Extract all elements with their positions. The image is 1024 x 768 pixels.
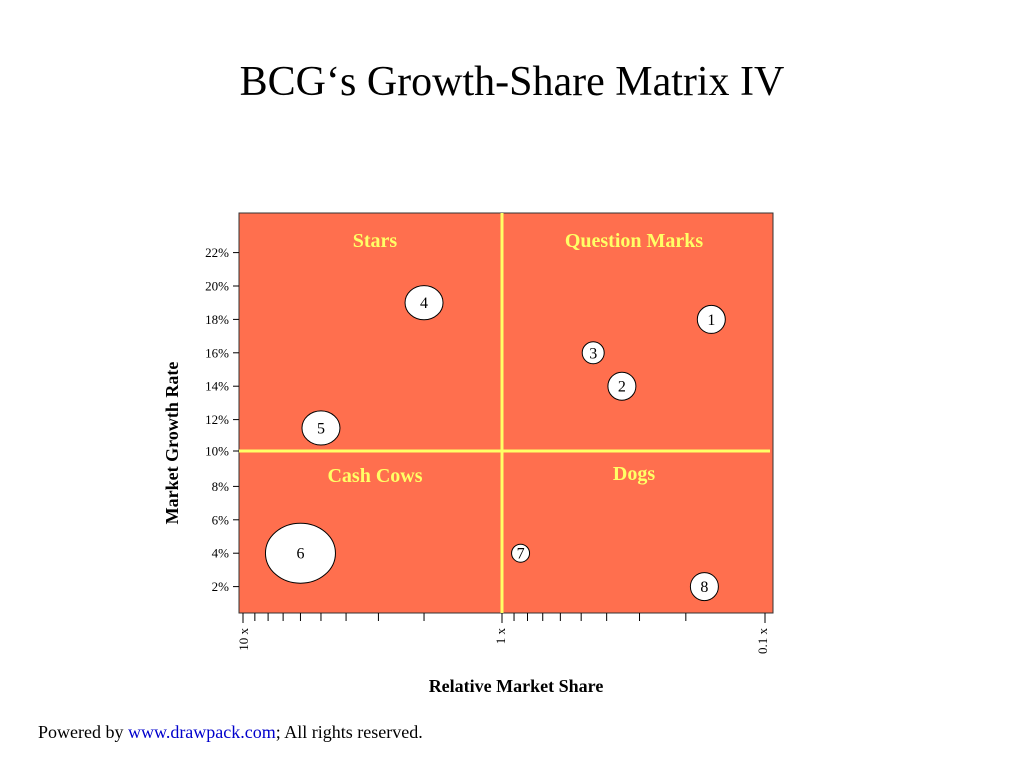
bubble-6 — [264, 522, 336, 584]
footer: Powered by www.drawpack.com; All rights … — [38, 720, 423, 744]
y-tick-label: 16% — [205, 345, 229, 360]
y-tick-label: 18% — [205, 312, 229, 327]
quadrant-label-stars: Stars — [353, 230, 398, 252]
bubble-3 — [581, 341, 605, 365]
bubble-8 — [689, 572, 719, 602]
bubble-label-8: 8 — [700, 579, 708, 596]
bubble-label-3: 3 — [589, 345, 597, 362]
y-tick-label: 14% — [205, 379, 229, 394]
bubble-5 — [301, 410, 341, 446]
y-tick-label: 4% — [212, 546, 230, 561]
y-axis-title: Market Growth Rate — [162, 362, 182, 525]
y-tick-label: 8% — [212, 479, 230, 494]
y-tick-label: 20% — [205, 279, 229, 294]
x-axis-title: Relative Market Share — [429, 676, 604, 696]
bubble-label-2: 2 — [618, 379, 626, 396]
bubble-7 — [511, 543, 531, 563]
y-tick-label: 12% — [205, 412, 229, 427]
bubble-label-5: 5 — [317, 420, 325, 437]
slide-title: BCG‘s Growth-Share Matrix IV — [239, 59, 785, 105]
quadrant-label-cash-cows: Cash Cows — [327, 465, 422, 487]
bubble-label-7: 7 — [517, 546, 525, 563]
footer-link[interactable]: www.drawpack.com — [127, 722, 276, 742]
bubble-label-1: 1 — [707, 312, 715, 329]
footer-prefix: Powered by — [38, 722, 128, 742]
quadrant-label-dogs: Dogs — [613, 463, 655, 485]
bubble-label-4: 4 — [420, 295, 428, 312]
y-tick-label: 2% — [212, 579, 230, 594]
x-label-10x: 10 x — [236, 628, 251, 651]
x-label-0-1x: 0.1 x — [755, 628, 770, 655]
y-tick-label: 6% — [212, 512, 230, 527]
y-tick-label: 22% — [205, 245, 229, 260]
quadrant-label-question-marks: Question Marks — [565, 230, 704, 252]
bubble-2 — [607, 371, 637, 401]
bubble-4 — [404, 285, 444, 321]
bubble-1 — [696, 304, 726, 334]
x-label-1x: 1 x — [493, 628, 508, 645]
bubble-label-6: 6 — [296, 546, 304, 563]
footer-suffix: ; All rights reserved. — [275, 722, 423, 742]
y-tick-label: 10% — [205, 444, 229, 459]
